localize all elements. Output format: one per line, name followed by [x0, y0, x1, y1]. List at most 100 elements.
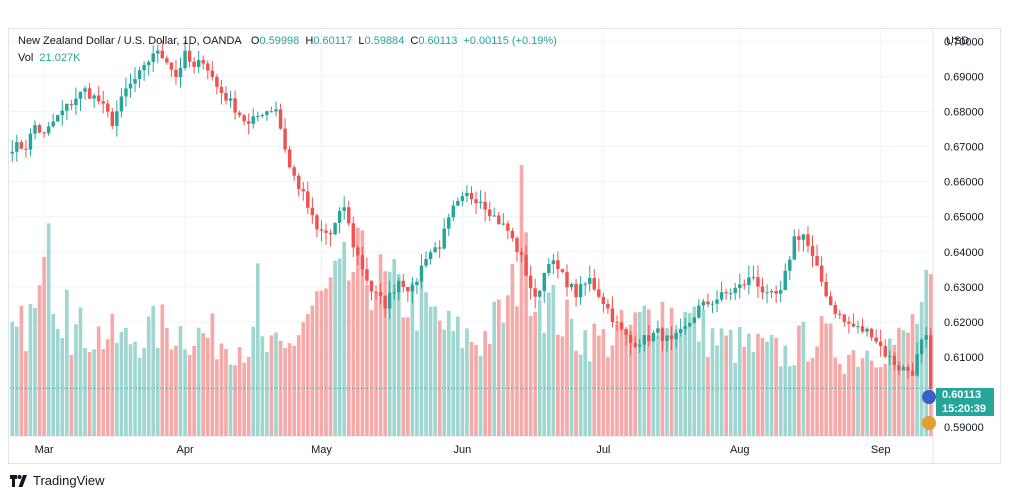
- candle-body: [319, 229, 324, 231]
- candle-body: [828, 296, 833, 305]
- brand[interactable]: TradingView: [10, 473, 105, 488]
- volume-bar: [528, 315, 533, 436]
- candle-body: [901, 367, 906, 371]
- volume-bar: [869, 360, 874, 436]
- volume-bar: [856, 366, 860, 436]
- candle-body: [124, 88, 128, 97]
- candle-body: [74, 98, 78, 106]
- volume-bar: [301, 322, 306, 436]
- x-tick-label: Jul: [596, 444, 610, 456]
- volume-bar: [819, 315, 824, 436]
- volume-bar: [501, 322, 506, 436]
- candle-body: [265, 111, 269, 115]
- volume-bar: [292, 345, 296, 436]
- volume-bar: [155, 347, 160, 436]
- volume-bar: [847, 354, 851, 436]
- candle-body: [842, 314, 847, 322]
- legend-open-label: O: [250, 35, 260, 47]
- volume-bar: [124, 328, 128, 436]
- volume-bar: [510, 263, 515, 436]
- candle-body: [369, 280, 374, 292]
- volume-bar: [851, 350, 856, 436]
- candle-body: [246, 121, 251, 124]
- chart-frame: [8, 28, 1001, 464]
- volume-bar: [110, 313, 115, 436]
- volume-bar: [446, 310, 451, 436]
- candle-body: [460, 196, 465, 201]
- volume-bar: [42, 257, 46, 436]
- candle-body: [356, 247, 360, 256]
- candle-body: [569, 283, 574, 288]
- candle-body: [642, 335, 647, 345]
- volume-bar: [546, 292, 551, 436]
- volume-bar: [419, 280, 424, 436]
- candle-body: [628, 334, 633, 344]
- candle-body: [15, 142, 19, 152]
- volume-bar: [401, 317, 406, 436]
- volume-bar: [305, 314, 310, 436]
- candle-body: [574, 283, 578, 298]
- volume-bar: [878, 367, 883, 436]
- candle-body: [301, 189, 305, 192]
- volume-bar: [551, 284, 556, 436]
- candle-body: [28, 133, 33, 150]
- candle-body: [378, 291, 383, 296]
- last-price-tag: 0.60113: [936, 388, 994, 402]
- candle-body: [647, 335, 651, 342]
- volume-bar: [706, 357, 710, 436]
- volume-bar: [137, 357, 142, 436]
- volume-bar: [65, 289, 69, 436]
- volume-bar: [151, 305, 156, 436]
- volume-bar: [328, 277, 333, 436]
- candle-body: [874, 337, 878, 342]
- legend-symbol[interactable]: New Zealand Dollar / U.S. Dollar, 1D, OA…: [18, 35, 242, 47]
- volume-bar: [333, 260, 337, 436]
- candle-body: [219, 86, 224, 93]
- candle-body: [151, 53, 155, 62]
- volume-bar: [919, 302, 924, 436]
- volume-bar: [692, 306, 697, 436]
- y-tick-label: 0.68000: [944, 106, 984, 118]
- candle-body: [201, 60, 205, 64]
- candle-body: [769, 291, 774, 293]
- volume-bar: [669, 307, 674, 436]
- volume-bar: [828, 323, 833, 436]
- volume-bar: [806, 361, 810, 436]
- candle-body: [669, 335, 674, 340]
- candle-body: [860, 326, 865, 332]
- volume-bar: [619, 309, 624, 436]
- volume-bar: [651, 336, 656, 436]
- volume-bar: [751, 351, 756, 436]
- legend-high-label: H: [305, 35, 314, 47]
- volume-bar: [592, 323, 597, 436]
- candle-body: [433, 247, 437, 253]
- volume-bar: [924, 269, 928, 436]
- volume-bar: [710, 328, 715, 436]
- candle-body: [478, 201, 483, 204]
- candle-body: [856, 326, 860, 328]
- volume-bar: [215, 359, 219, 436]
- volume-bar: [260, 336, 265, 436]
- candle-body: [115, 111, 119, 126]
- candle-body: [424, 259, 428, 266]
- candle-body: [692, 317, 697, 323]
- volume-bar: [496, 299, 501, 436]
- candle-body: [506, 223, 510, 231]
- candle-body: [547, 264, 551, 273]
- candle-body: [78, 91, 83, 99]
- x-tick-label: May: [311, 444, 332, 456]
- volume-bar: [310, 305, 315, 436]
- candle-body: [515, 238, 519, 253]
- candle-body: [347, 207, 351, 224]
- candle-body: [815, 255, 819, 266]
- volume-bar: [246, 357, 251, 436]
- candle-body: [888, 355, 892, 357]
- candle-body: [51, 121, 55, 127]
- volume-bar: [365, 284, 369, 436]
- volume-bar: [165, 327, 169, 436]
- volume-bar: [765, 341, 769, 436]
- candle-body: [187, 50, 192, 62]
- candle-body: [456, 200, 460, 206]
- candle-body: [69, 103, 74, 106]
